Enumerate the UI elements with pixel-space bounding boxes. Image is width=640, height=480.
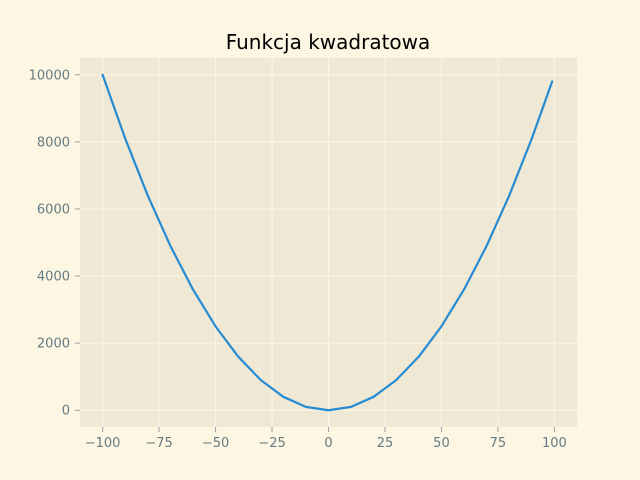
series-group: [101, 73, 554, 412]
x-tick-label: −75: [145, 436, 172, 451]
x-tick-label: −25: [258, 436, 285, 451]
y-tick-label: 10000: [29, 68, 70, 83]
x-tick-label: −100: [85, 436, 121, 451]
y-axis: 0 2000 4000 6000 8000 10000: [29, 68, 80, 419]
chart-title: Funkcja kwadratowa: [226, 30, 431, 54]
x-tick-label: 0: [324, 436, 332, 451]
y-tick-label: 6000: [37, 202, 70, 217]
x-tick-label: −50: [202, 436, 229, 451]
x-axis: −100 −75 −50 −25 0 25 50 75 100: [85, 427, 567, 451]
grid-lines: [80, 58, 577, 427]
x-tick-label: 75: [490, 436, 507, 451]
y-tick-label: 8000: [37, 135, 70, 150]
y-tick-label: 0: [62, 404, 70, 419]
y-tick-label: 2000: [37, 337, 70, 352]
series-line: [101, 73, 554, 412]
x-tick-label: 25: [377, 436, 394, 451]
x-tick-label: 50: [433, 436, 450, 451]
x-tick-label: 100: [542, 436, 567, 451]
y-tick-label: 4000: [37, 270, 70, 285]
